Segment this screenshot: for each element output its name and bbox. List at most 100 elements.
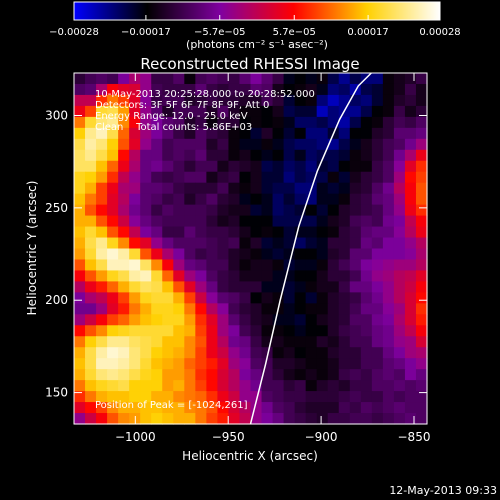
heatmap-cell — [272, 171, 285, 184]
heatmap-cell — [162, 138, 174, 151]
heatmap-cell — [404, 303, 417, 315]
heatmap-cell — [129, 347, 141, 359]
heatmap-cell — [338, 138, 351, 151]
heatmap-cell — [140, 182, 152, 195]
heatmap-cell — [239, 215, 252, 228]
heatmap-cell — [283, 270, 296, 283]
heatmap-cell — [272, 270, 285, 283]
heatmap-cell — [228, 380, 241, 392]
heatmap-cell — [305, 193, 318, 206]
heatmap-cell — [294, 347, 307, 359]
heatmap-cell — [349, 270, 362, 283]
heatmap-cell — [217, 149, 230, 162]
heatmap-cell — [74, 314, 86, 326]
heatmap-cell — [206, 116, 219, 129]
heatmap-cell — [118, 369, 130, 381]
heatmap-cell — [404, 325, 417, 337]
heatmap-cell — [327, 380, 340, 392]
heatmap-cell — [195, 259, 207, 272]
heatmap-cell — [349, 215, 362, 228]
heatmap-cell — [217, 391, 230, 403]
heatmap-cell — [107, 380, 119, 392]
heatmap-cell — [195, 138, 207, 151]
heatmap-cell — [415, 402, 428, 414]
heatmap-cell — [415, 292, 428, 304]
heatmap-cell — [184, 182, 196, 195]
heatmap-cell — [294, 105, 307, 118]
heatmap-cell — [261, 292, 274, 304]
heatmap-cell — [239, 314, 252, 326]
heatmap-cell — [327, 204, 340, 217]
heatmap-cell — [415, 204, 428, 217]
heatmap-cell — [228, 160, 241, 173]
heatmap-cell — [327, 248, 340, 261]
heatmap-cell — [393, 369, 406, 381]
heatmap-cell — [250, 116, 263, 129]
heatmap-cell — [129, 149, 141, 162]
heatmap-cell — [206, 127, 219, 140]
heatmap-cell — [294, 248, 307, 261]
annotation-time-range: 10-May-2013 20:25:28.000 to 20:28:52.000 — [95, 89, 315, 100]
heatmap-cell — [184, 138, 196, 151]
heatmap-cell — [382, 358, 395, 370]
heatmap-cell — [96, 336, 108, 348]
heatmap-cell — [239, 226, 252, 239]
heatmap-cell — [272, 413, 285, 425]
heatmap-cell — [118, 259, 130, 272]
heatmap-cell — [360, 281, 373, 293]
heatmap-cell — [261, 380, 274, 392]
heatmap-cell — [382, 292, 395, 304]
heatmap-cell — [415, 116, 428, 129]
heatmap-cell — [107, 369, 119, 381]
heatmap-cell — [74, 369, 86, 381]
heatmap-cell — [371, 270, 384, 283]
heatmap-cell — [305, 226, 318, 239]
heatmap-cell — [173, 193, 185, 206]
heatmap-cell — [272, 83, 285, 96]
heatmap-cell — [151, 325, 163, 337]
heatmap-cell — [140, 270, 152, 283]
heatmap-cell — [129, 138, 141, 151]
heatmap-cell — [294, 369, 307, 381]
heatmap-cell — [404, 182, 417, 195]
heatmap-cell — [393, 138, 406, 151]
heatmap-cell — [382, 138, 395, 151]
heatmap-cell — [316, 116, 329, 129]
heatmap-cell — [338, 204, 351, 217]
heatmap-cell — [173, 380, 185, 392]
heatmap-cell — [195, 303, 207, 315]
heatmap-cell — [228, 259, 241, 272]
heatmap-cell — [140, 259, 152, 272]
heatmap-cell — [261, 215, 274, 228]
heatmap-cell — [173, 149, 185, 162]
heatmap-cell — [195, 402, 207, 414]
heatmap-cell — [74, 248, 86, 261]
heatmap-cell — [250, 193, 263, 206]
heatmap-cell — [162, 402, 174, 414]
heatmap-cell — [162, 270, 174, 283]
heatmap-cell — [327, 105, 340, 118]
heatmap-cell — [129, 303, 141, 315]
heatmap-cell — [173, 402, 185, 414]
heatmap-cell — [184, 215, 196, 228]
heatmap-cell — [261, 303, 274, 315]
heatmap-cell — [250, 127, 263, 140]
heatmap-cell — [360, 215, 373, 228]
heatmap-cell — [382, 116, 395, 129]
heatmap-cell — [316, 226, 329, 239]
heatmap-cell — [96, 226, 108, 239]
heatmap-cell — [74, 105, 86, 118]
heatmap-cell — [184, 83, 196, 96]
heatmap-cell — [283, 237, 296, 250]
heatmap-cell — [107, 292, 119, 304]
colorbar-tick-labels: −0.00028 −0.00017 −5.7e−05 5.7e−05 0.00017 0.… — [49, 27, 461, 38]
heatmap-cell — [393, 204, 406, 217]
heatmap-cell — [173, 281, 185, 293]
heatmap-cell — [107, 204, 119, 217]
heatmap-cell — [261, 73, 274, 85]
heatmap-cell — [283, 281, 296, 293]
heatmap-cell — [228, 116, 241, 129]
heatmap-cell — [393, 314, 406, 326]
heatmap-cell — [382, 182, 395, 195]
heatmap-cell — [239, 182, 252, 195]
